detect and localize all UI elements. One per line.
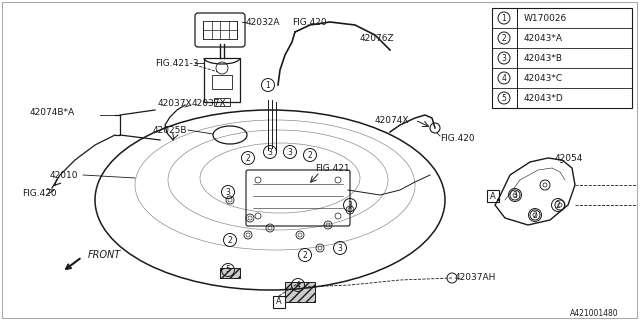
Text: 1: 1 bbox=[502, 13, 506, 22]
Text: 4: 4 bbox=[502, 74, 506, 83]
Text: 3: 3 bbox=[513, 190, 517, 199]
Bar bbox=[487, 190, 499, 202]
Text: 42074X: 42074X bbox=[375, 116, 410, 124]
Text: FIG.420: FIG.420 bbox=[22, 188, 56, 197]
Text: FIG.420: FIG.420 bbox=[292, 18, 326, 27]
Text: 2: 2 bbox=[556, 201, 561, 210]
Text: 42043*D: 42043*D bbox=[524, 93, 564, 102]
Text: 5: 5 bbox=[225, 266, 230, 275]
Text: 3: 3 bbox=[225, 188, 230, 196]
Text: 42025B: 42025B bbox=[153, 125, 188, 134]
Text: 3: 3 bbox=[348, 201, 353, 210]
Bar bbox=[212, 75, 232, 89]
Text: 42074B*A: 42074B*A bbox=[30, 108, 75, 116]
Text: 3: 3 bbox=[337, 244, 342, 252]
Text: 2: 2 bbox=[502, 34, 506, 43]
Text: 42043*A: 42043*A bbox=[524, 34, 563, 43]
Text: 2: 2 bbox=[246, 154, 250, 163]
Bar bbox=[273, 296, 285, 308]
Text: FIG.421: FIG.421 bbox=[315, 164, 349, 172]
Text: A: A bbox=[276, 298, 282, 307]
Text: 2: 2 bbox=[228, 236, 232, 244]
Bar bbox=[220, 268, 240, 278]
Text: FIG.421-3: FIG.421-3 bbox=[155, 59, 198, 68]
Text: 1: 1 bbox=[266, 81, 270, 90]
Text: FIG.420: FIG.420 bbox=[440, 133, 475, 142]
Bar bbox=[214, 98, 230, 106]
Text: 42043*C: 42043*C bbox=[524, 74, 563, 83]
Text: FRONT: FRONT bbox=[88, 250, 121, 260]
Text: 3: 3 bbox=[502, 53, 506, 62]
Bar bbox=[204, 58, 240, 102]
Bar bbox=[203, 21, 237, 39]
Text: W170026: W170026 bbox=[524, 13, 567, 22]
Bar bbox=[492, 8, 632, 108]
Text: 4: 4 bbox=[296, 281, 300, 290]
Text: 42037X: 42037X bbox=[192, 99, 227, 108]
Text: 2: 2 bbox=[532, 211, 538, 220]
Text: 42054: 42054 bbox=[555, 154, 584, 163]
Text: 42037AH: 42037AH bbox=[455, 274, 497, 283]
Text: A421001480: A421001480 bbox=[570, 308, 619, 317]
Text: 5: 5 bbox=[502, 93, 506, 102]
Text: 3: 3 bbox=[287, 148, 292, 156]
Text: 42032A: 42032A bbox=[246, 18, 280, 27]
Text: 2: 2 bbox=[303, 251, 307, 260]
Text: 42010: 42010 bbox=[50, 171, 79, 180]
Text: 42043*B: 42043*B bbox=[524, 53, 563, 62]
Text: 2: 2 bbox=[308, 150, 312, 159]
Text: 42076Z: 42076Z bbox=[360, 34, 395, 43]
Text: 3: 3 bbox=[268, 148, 273, 156]
Text: A: A bbox=[490, 191, 496, 201]
Text: 42037X: 42037X bbox=[158, 99, 193, 108]
Bar bbox=[285, 282, 315, 302]
